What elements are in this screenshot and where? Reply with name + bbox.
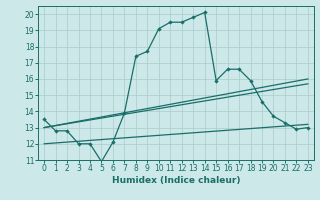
X-axis label: Humidex (Indice chaleur): Humidex (Indice chaleur) <box>112 176 240 185</box>
